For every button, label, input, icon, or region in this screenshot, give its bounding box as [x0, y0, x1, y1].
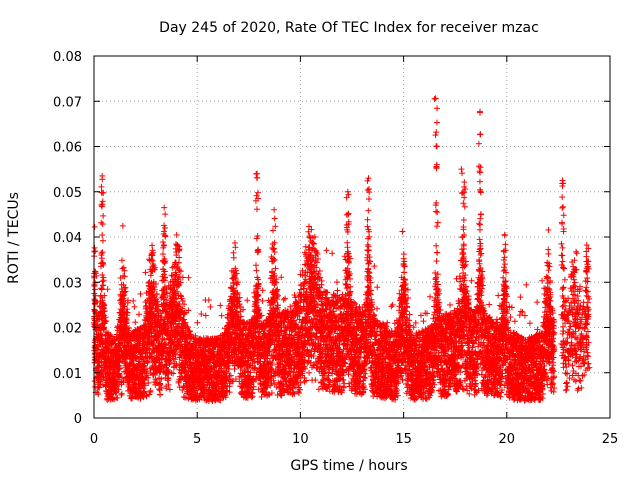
- data-point: [137, 290, 144, 297]
- data-point: [218, 312, 225, 319]
- data-point: [230, 254, 237, 261]
- data-point: [282, 295, 289, 302]
- data-point: [102, 314, 109, 321]
- data-point: [315, 386, 322, 393]
- data-point: [306, 369, 313, 376]
- data-point: [96, 384, 103, 391]
- data-point: [272, 265, 279, 272]
- data-point: [166, 386, 173, 393]
- data-point: [345, 380, 352, 387]
- data-point: [159, 251, 166, 258]
- data-point: [207, 303, 214, 310]
- data-point: [280, 296, 287, 303]
- data-point: [97, 381, 104, 388]
- data-point: [185, 274, 192, 281]
- data-point: [142, 269, 149, 276]
- data-point: [101, 301, 108, 308]
- data-point: [295, 389, 302, 396]
- data-point: [130, 297, 137, 304]
- data-point: [194, 319, 201, 326]
- data-point: [132, 319, 139, 326]
- data-point: [91, 286, 98, 293]
- data-point: [149, 242, 156, 249]
- data-point: [179, 274, 186, 281]
- data-point: [244, 297, 251, 304]
- data-point: [334, 287, 341, 294]
- data-point: [259, 298, 266, 305]
- chart-title: Day 245 of 2020, Rate Of TEC Index for r…: [159, 20, 539, 36]
- data-point: [99, 249, 106, 256]
- data-point: [121, 273, 128, 280]
- data-point: [323, 247, 330, 254]
- data-point: [118, 390, 125, 397]
- data-point: [147, 387, 154, 394]
- data-point: [118, 257, 125, 264]
- data-point: [253, 267, 260, 274]
- data-point: [329, 250, 336, 257]
- data-point: [119, 222, 126, 229]
- data-point: [105, 353, 112, 360]
- data-point: [99, 271, 106, 278]
- data-point: [202, 312, 209, 319]
- data-point: [131, 303, 138, 310]
- grid-lines: [94, 56, 610, 418]
- data-point: [103, 317, 110, 324]
- data-points: [91, 95, 593, 405]
- data-point: [303, 377, 310, 384]
- data-point: [253, 262, 260, 269]
- data-point: [120, 264, 127, 271]
- data-point: [104, 286, 111, 293]
- data-point: [100, 277, 107, 284]
- data-point: [118, 391, 125, 398]
- data-point: [217, 302, 224, 309]
- data-point: [135, 311, 142, 318]
- data-point: [333, 279, 340, 286]
- data-point: [198, 310, 205, 317]
- data-point: [99, 278, 106, 285]
- data-point: [95, 391, 102, 398]
- data-point: [99, 232, 106, 239]
- data-point: [205, 297, 212, 304]
- data-point: [312, 377, 319, 384]
- data-point: [107, 332, 114, 339]
- data-point: [98, 286, 105, 293]
- data-point: [232, 244, 239, 251]
- data-point: [290, 389, 297, 396]
- data-point: [168, 272, 175, 279]
- data-point: [95, 363, 102, 370]
- data-point: [157, 391, 164, 398]
- data-point: [301, 378, 308, 385]
